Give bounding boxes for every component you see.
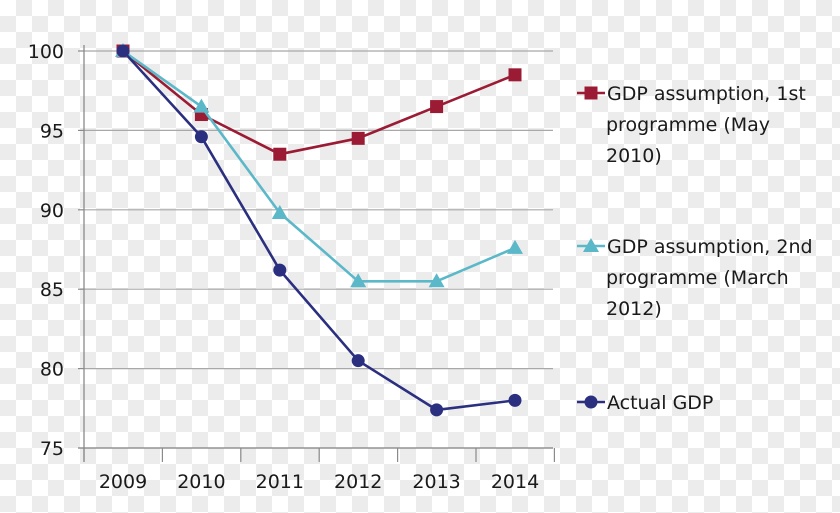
series-1 [116, 44, 522, 161]
y-tick-label: 100 [28, 41, 64, 63]
data-point [271, 204, 288, 219]
data-point [116, 44, 130, 58]
x-tick-label: 2010 [177, 471, 225, 493]
series-line [122, 49, 516, 156]
legend-entry-3: Actual GDP [577, 392, 713, 414]
x-tick-label: 2009 [99, 471, 147, 493]
data-point [193, 98, 210, 113]
legend-label: GDP assumption, 1st [607, 83, 806, 105]
x-tick-label: 2012 [334, 471, 382, 493]
legend-label: programme (March [606, 267, 789, 289]
data-point [430, 403, 444, 417]
legend-entry-1: GDP assumption, 1st programme (May 2010) [577, 83, 806, 167]
legend-label: GDP assumption, 2nd [607, 236, 813, 258]
grid-lines [84, 50, 553, 449]
data-point [428, 273, 445, 288]
data-point [508, 393, 522, 407]
x-tick-label: 2013 [412, 471, 460, 493]
y-tick-label: 80 [40, 359, 64, 381]
data-point [273, 147, 287, 161]
x-tick-label: 2014 [491, 471, 539, 493]
legend-entry-2: GDP assumption, 2nd programme (March 2012) [577, 236, 813, 320]
data-point [350, 273, 367, 288]
legend-label: programme (May [606, 114, 770, 136]
y-tick-label: 85 [40, 279, 64, 301]
series-2 [115, 43, 523, 288]
data-point [273, 263, 287, 277]
x-tick-labels: 2009 2010 2011 2012 2013 2014 [99, 471, 539, 493]
legend-label: 2012) [606, 298, 662, 320]
legend-swatch-marker [584, 395, 598, 409]
axes [78, 45, 556, 462]
y-tick-label: 75 [40, 438, 64, 460]
legend-swatch-marker [583, 238, 599, 252]
y-tick-label: 95 [40, 120, 64, 142]
y-tick-label: 90 [40, 200, 64, 222]
data-point [507, 239, 523, 254]
legend-label: Actual GDP [607, 392, 713, 414]
series-line [122, 50, 516, 412]
y-tick-labels: 75 80 85 90 95 100 [28, 41, 64, 460]
series [115, 43, 523, 417]
series-3 [116, 44, 522, 417]
data-point [430, 100, 444, 114]
x-tick-label: 2011 [256, 471, 304, 493]
data-point [351, 131, 365, 145]
data-point [194, 130, 208, 144]
series-line [122, 49, 516, 283]
legend-swatch-marker [584, 86, 598, 100]
data-point [351, 354, 365, 368]
legend-label: 2010) [606, 145, 662, 167]
data-point [508, 68, 522, 82]
